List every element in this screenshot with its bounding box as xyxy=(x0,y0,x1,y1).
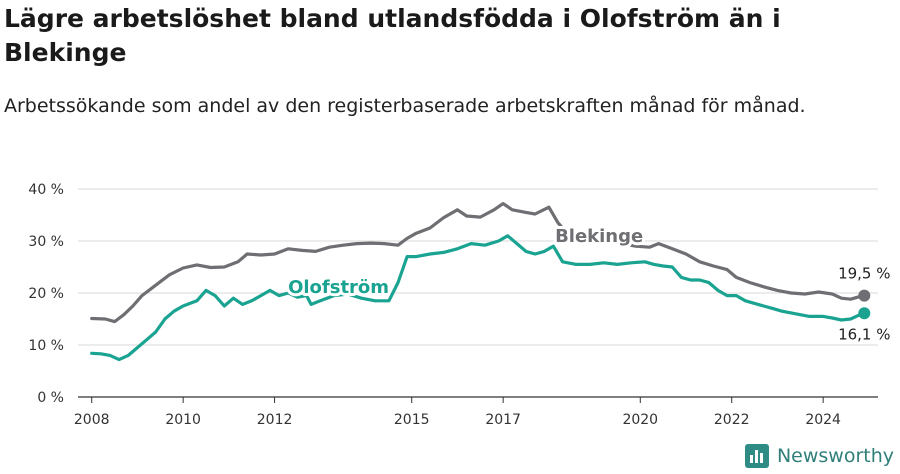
bar-chart-icon xyxy=(744,444,769,468)
y-tick-label: 0 % xyxy=(37,390,64,406)
series-end-point xyxy=(858,289,871,302)
x-tick-label: 2015 xyxy=(394,412,430,428)
y-tick-label: 20 % xyxy=(28,286,64,302)
series-line-blekinge xyxy=(90,202,866,324)
chart-subtitle: Arbetssökande som andel av den registerb… xyxy=(4,95,806,117)
x-tick-label: 2017 xyxy=(485,412,521,428)
series-name-label: Blekinge xyxy=(555,226,643,247)
series-end-label: 19,5 % xyxy=(838,265,890,283)
y-tick-label: 40 % xyxy=(28,182,64,198)
x-tick-label: 2020 xyxy=(622,412,658,428)
x-tick-label: 2022 xyxy=(714,412,750,428)
chart-title: Lägre arbetslöshet bland utlandsfödda i … xyxy=(4,4,781,67)
brand-name: Newsworthy xyxy=(776,445,894,467)
series-line-olofstrom xyxy=(90,234,866,362)
x-tick-label: 2010 xyxy=(165,412,201,428)
series-end-label: 16,1 % xyxy=(838,325,890,343)
x-tick-label: 2024 xyxy=(805,412,841,428)
y-tick-label: 30 % xyxy=(28,234,64,250)
brand-logo: Newsworthy xyxy=(744,442,894,470)
x-tick-label: 2012 xyxy=(257,412,293,428)
series-name-label: Olofström xyxy=(288,277,389,298)
x-tick-label: 2008 xyxy=(74,412,110,428)
y-tick-label: 10 % xyxy=(28,338,64,354)
series-end-point xyxy=(858,307,871,320)
